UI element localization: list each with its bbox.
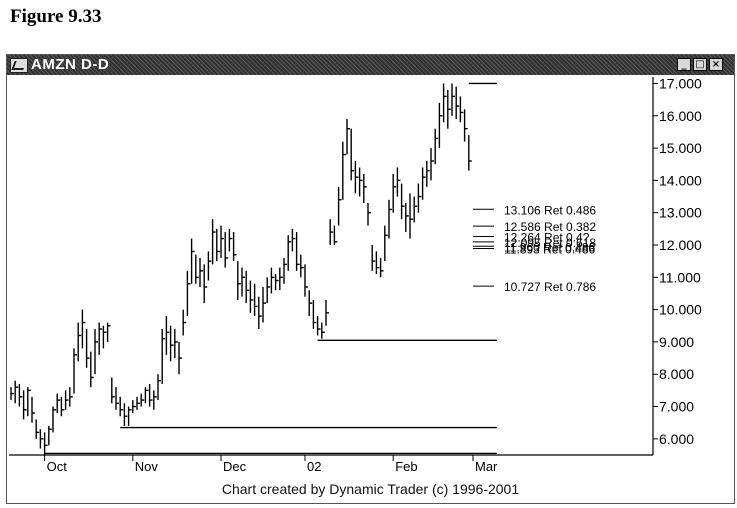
retracement-label: 12.264 Ret 0.4? <box>504 230 590 244</box>
chart-footer-credit: Chart created by Dynamic Trader (c) 1996… <box>221 481 520 497</box>
x-tick-label: Oct <box>47 459 68 474</box>
minimize-button[interactable]: _ <box>677 58 691 71</box>
retracement-label: 11.960 Ret 0.486 <box>504 240 596 254</box>
window-title: AMZN D-D <box>31 56 110 73</box>
x-tick-label: Mar <box>475 459 498 474</box>
price-chart: 6.000 7.000 8.000 9.000 10.000 11.000 12.000 13… <box>9 75 702 474</box>
retracement-label: 11.893 Ret 0.486 <box>504 242 596 256</box>
y-tick-label: 13.000 <box>659 205 702 221</box>
retracement-label: 12.095 Ret 0.618 <box>504 236 596 250</box>
y-tick-label: 15.000 <box>659 140 702 156</box>
retracement-label: 12.586 Ret 0.382 <box>504 220 596 234</box>
window-titlebar[interactable]: AMZN D-D _ □ × <box>7 55 734 75</box>
y-tick-label: 8.000 <box>659 366 694 382</box>
y-tick-label: 17.000 <box>659 75 702 91</box>
retracement-label: 10.727 Ret 0.786 <box>504 280 596 294</box>
chart-app-icon <box>10 58 28 73</box>
retracement-label: 13.106 Ret 0.486 <box>504 203 596 217</box>
y-tick-label: 14.000 <box>659 172 702 188</box>
chart-window: AMZN D-D _ □ × 6.000 7.000 8.000 9.000 10.00… <box>6 54 735 504</box>
y-tick-label: 6.000 <box>659 431 694 447</box>
y-tick-label: 7.000 <box>659 399 694 415</box>
x-tick-label: Feb <box>395 459 417 474</box>
close-button[interactable]: × <box>709 58 723 71</box>
y-tick-label: 11.000 <box>659 269 701 285</box>
y-tick-label: 16.000 <box>659 108 702 124</box>
y-tick-label: 10.000 <box>659 302 702 318</box>
y-tick-label: 9.000 <box>659 334 694 350</box>
figure-title: Figure 9.33 <box>10 6 102 27</box>
x-tick-label: Nov <box>135 459 159 474</box>
x-tick-label: Dec <box>223 459 247 474</box>
maximize-button[interactable]: □ <box>693 58 707 71</box>
y-tick-label: 12.000 <box>659 237 702 253</box>
x-tick-label: 02 <box>307 459 321 474</box>
